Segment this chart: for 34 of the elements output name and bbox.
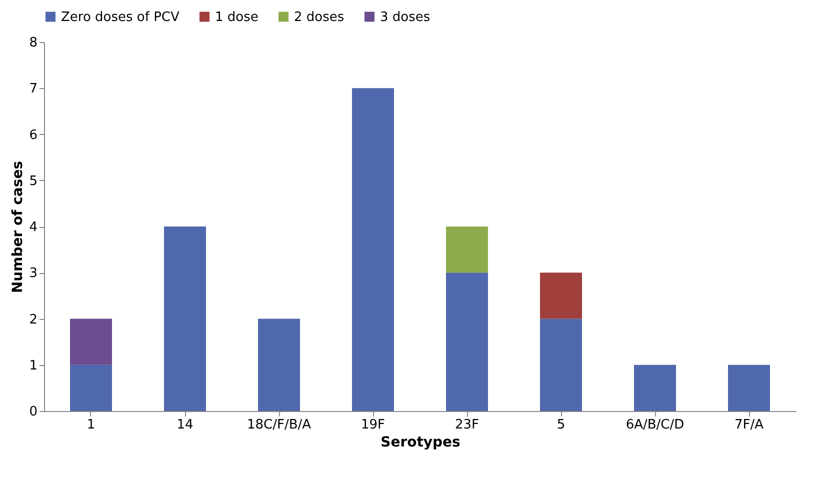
bar xyxy=(70,318,112,365)
bar xyxy=(540,272,582,319)
x-tick-label: 14 xyxy=(176,418,194,432)
y-axis-title: Number of cases xyxy=(10,160,26,294)
bar xyxy=(352,88,394,411)
bar xyxy=(634,364,676,411)
bar xyxy=(164,226,206,411)
y-tick-label: 4 xyxy=(29,220,38,235)
legend-label: 1 dose xyxy=(215,10,258,25)
x-tick-label: 19F xyxy=(360,418,386,432)
x-tick-label: 5 xyxy=(556,418,566,432)
legend-label: 2 doses xyxy=(294,10,344,25)
y-tick-label: 2 xyxy=(29,312,38,328)
bar xyxy=(70,364,112,411)
y-tick-label: 0 xyxy=(29,404,38,420)
legend-label: Zero doses of PCV xyxy=(61,10,180,25)
legend-label: 3 doses xyxy=(380,10,430,25)
x-tick-label: 7F/A xyxy=(734,418,764,432)
bar xyxy=(728,364,770,411)
x-tick-label: 6A/B/C/D xyxy=(626,418,684,432)
y-tick-label: 1 xyxy=(29,358,38,374)
x-tick-label: 1 xyxy=(86,418,96,432)
y-tick-label: 6 xyxy=(29,128,38,143)
x-tick-label: 23F xyxy=(454,418,480,432)
y-tick-label: 8 xyxy=(29,36,38,50)
x-tick-label: 18C/F/B/A xyxy=(246,418,312,432)
bar xyxy=(446,272,488,411)
bar xyxy=(258,318,300,411)
y-tick-label: 3 xyxy=(29,266,38,282)
bar xyxy=(446,226,488,273)
bar xyxy=(540,318,582,411)
x-axis-title: Serotypes xyxy=(380,434,460,450)
y-tick-label: 7 xyxy=(29,82,38,97)
y-tick-label: 5 xyxy=(29,174,38,189)
